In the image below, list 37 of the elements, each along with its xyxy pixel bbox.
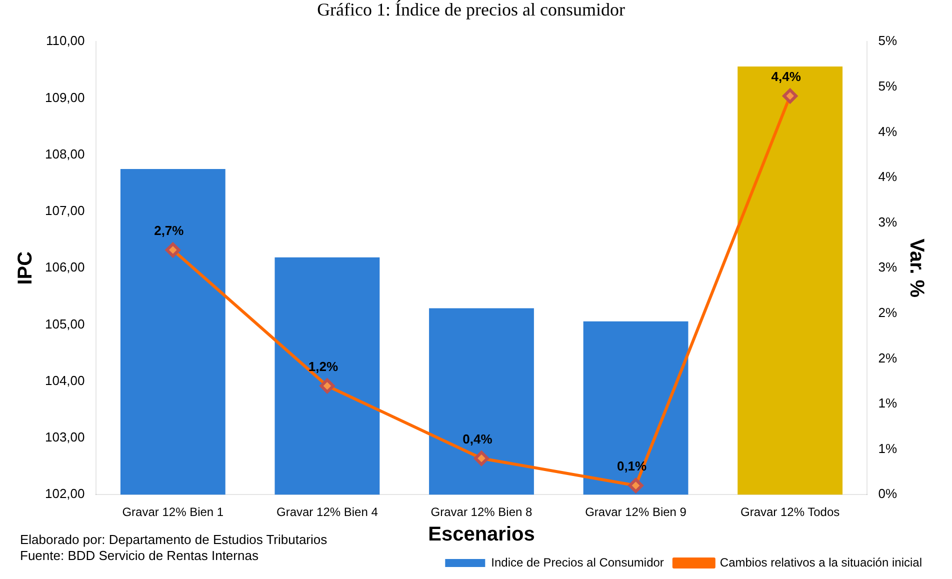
- y-tick-label: 107,00: [44, 203, 85, 218]
- data-label: 4,4%: [771, 69, 802, 84]
- y2-tick-label: 2%: [878, 304, 898, 320]
- x-tick-label: Gravar 12% Bien 1: [122, 505, 224, 520]
- source-note: Fuente: BDD Servicio de Rentas Internas: [20, 548, 260, 564]
- y-tick-label: 103,00: [44, 430, 85, 445]
- y-tick-label: 105,00: [44, 316, 85, 332]
- y2-axis-title: Var. %: [905, 238, 928, 298]
- x-tick-label: Gravar 12% Bien 8: [430, 505, 532, 520]
- x-tick-label: Gravar 12% Todos: [740, 505, 840, 520]
- y2-tick-label: 5%: [878, 78, 898, 94]
- legend-label: Cambios relativos a la situación inicial: [720, 555, 922, 570]
- data-label: 0,4%: [462, 431, 493, 446]
- y-tick-label: 110,00: [46, 33, 85, 48]
- y-tick-label: 109,00: [44, 90, 85, 105]
- x-tick-label: Gravar 12% Bien 9: [585, 505, 687, 520]
- text: Elaborado por: Departamento de Estudios Tributarios: [20, 532, 328, 548]
- x-tick-label: Gravar 12% Bien 4: [276, 505, 378, 520]
- y-axis-title: IPC: [14, 251, 37, 285]
- y-tick-label: 108,00: [44, 146, 85, 162]
- y2-tick-label: 1%: [878, 440, 898, 456]
- data-label: 1,2%: [308, 358, 338, 374]
- y2-tick-label: 3%: [878, 260, 898, 275]
- y2-tick-label: 1%: [878, 396, 898, 411]
- y2-tick-label: 5%: [878, 33, 898, 48]
- x-axis-title: Escenarios: [428, 524, 535, 546]
- y-tick-label: 104,00: [44, 372, 85, 388]
- data-label: 2,7%: [154, 223, 184, 238]
- y-tick-label: 102,00: [44, 486, 85, 502]
- y2-tick-label: 4%: [878, 124, 898, 139]
- y2-tick-label: 4%: [878, 169, 898, 184]
- legend-label: Indice de Precios al Consumidor: [491, 555, 664, 570]
- y2-tick-label: 3%: [878, 214, 898, 230]
- y-tick-label: 106,00: [44, 260, 85, 275]
- y2-tick-label: 0%: [878, 486, 898, 502]
- chart-title: Gráfico 1: Índice de precios al consumidor: [317, 0, 625, 20]
- y2-tick-label: 2%: [878, 350, 898, 366]
